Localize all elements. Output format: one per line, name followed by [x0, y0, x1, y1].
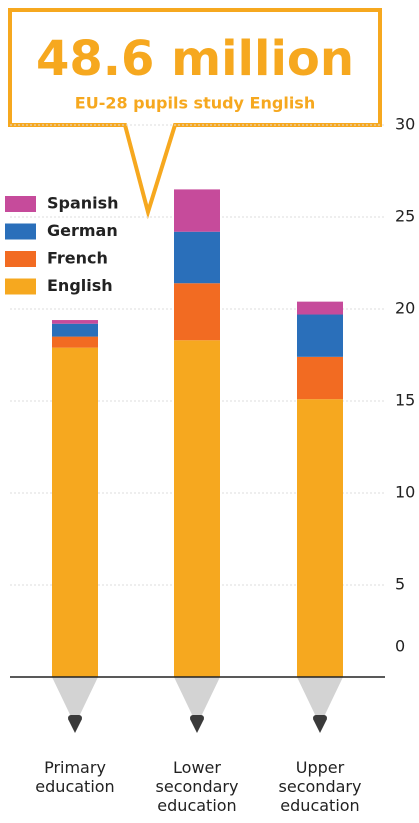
page: 48.6 million EU-28 pupils study English … — [0, 0, 419, 823]
bar-segment — [297, 302, 343, 315]
bar-segment — [174, 232, 220, 284]
pencil-lead-top — [68, 715, 82, 721]
x-tick-label: Upper secondary education — [270, 758, 370, 815]
bar-segment — [52, 348, 98, 677]
legend-label: English — [47, 276, 113, 295]
pencil-lead — [313, 719, 327, 733]
legend-swatch — [5, 251, 36, 267]
legend-label: Spanish — [47, 194, 119, 213]
bar-segment — [52, 337, 98, 348]
legend-swatch — [5, 279, 36, 295]
chart: 48.6 million EU-28 pupils study English … — [0, 0, 419, 823]
legend-swatch — [5, 196, 36, 212]
bar-segment — [174, 189, 220, 231]
y-tick-label: 15 — [395, 391, 415, 410]
pencil-lead — [68, 719, 82, 733]
legend-label: German — [47, 221, 118, 240]
bar-segment — [297, 399, 343, 677]
y-tick-label: 10 — [395, 483, 415, 502]
x-tick-label: Lower secondary education — [147, 758, 247, 815]
chart-title: 48.6 million — [36, 31, 354, 87]
legend-swatch — [5, 224, 36, 240]
y-tick-label: 25 — [395, 207, 415, 226]
pencil-lead-top — [313, 715, 327, 721]
legend-label: French — [47, 249, 108, 268]
bar-segment — [52, 324, 98, 337]
pencil-lead-top — [190, 715, 204, 721]
y-tick-label: 0 — [395, 637, 405, 656]
x-tick-label: Primary education — [25, 758, 125, 796]
pencil-lead — [190, 719, 204, 733]
chart-subtitle: EU-28 pupils study English — [75, 94, 315, 113]
bar-segment — [174, 340, 220, 677]
bar-segment — [297, 357, 343, 399]
y-tick-label: 30 — [395, 115, 415, 134]
bar-segment — [297, 315, 343, 357]
y-tick-label: 20 — [395, 299, 415, 318]
bar-segment — [174, 283, 220, 340]
y-tick-label: 5 — [395, 575, 405, 594]
bar-segment — [52, 320, 98, 324]
